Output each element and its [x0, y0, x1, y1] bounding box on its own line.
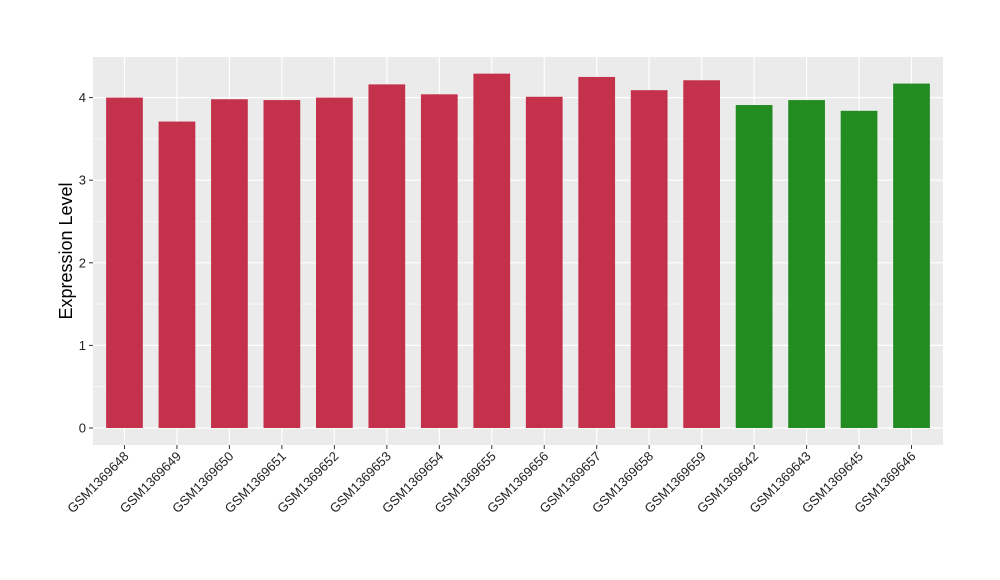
- bar-GSM1369657: [578, 76, 616, 428]
- bar-GSM1369656: [525, 96, 563, 429]
- y-tick-label: 2: [79, 255, 86, 270]
- bar-GSM1369654: [420, 94, 458, 429]
- x-axis: GSM1369648GSM1369649GSM1369650GSM1369651…: [64, 445, 919, 516]
- bar-GSM1369649: [158, 121, 196, 428]
- bar-GSM1369642: [735, 105, 773, 428]
- bar-GSM1369650: [211, 99, 248, 428]
- bar-GSM1369645: [840, 110, 878, 428]
- bar-GSM1369646: [893, 83, 930, 429]
- bar-GSM1369643: [788, 100, 825, 428]
- bar-GSM1369659: [683, 80, 721, 428]
- bars: [106, 73, 930, 429]
- bar-GSM1369653: [368, 84, 406, 428]
- y-tick-label: 4: [79, 90, 86, 105]
- y-tick-label: 0: [79, 421, 86, 436]
- bar-GSM1369651: [263, 100, 301, 428]
- y-axis-title: Expression Level: [56, 182, 76, 319]
- y-axis: 0 1 2 3 4: [79, 90, 93, 436]
- bar-GSM1369658: [630, 90, 668, 428]
- y-tick-label: 1: [79, 338, 86, 353]
- bar-GSM1369652: [315, 97, 353, 428]
- bar-GSM1369655: [473, 73, 511, 429]
- bar-GSM1369648: [106, 97, 143, 428]
- y-tick-label: 3: [79, 173, 86, 188]
